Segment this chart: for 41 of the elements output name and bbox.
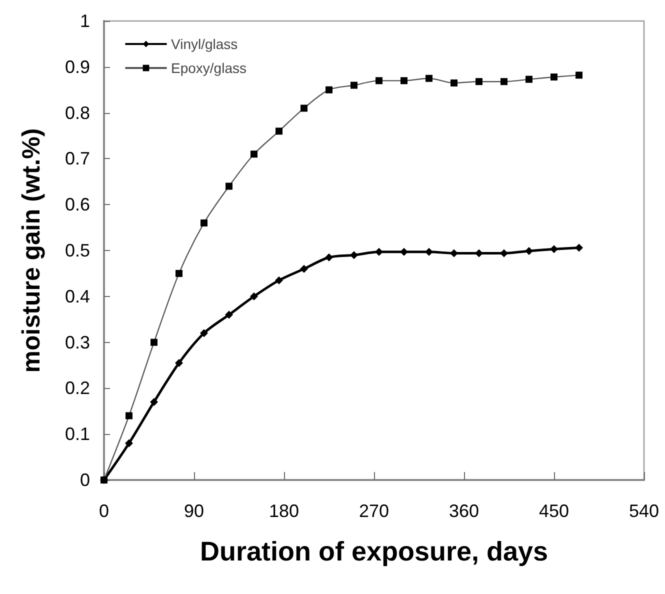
point xyxy=(525,246,533,255)
point xyxy=(375,248,383,256)
y-tick-label: 0.4 xyxy=(64,286,90,306)
y-tick-label: 0.6 xyxy=(64,194,90,215)
point xyxy=(300,264,308,273)
point xyxy=(550,245,558,254)
point xyxy=(325,253,333,262)
point xyxy=(275,276,283,284)
point xyxy=(575,244,583,252)
point xyxy=(250,292,258,300)
point xyxy=(350,251,358,260)
point xyxy=(450,249,458,258)
point xyxy=(175,358,183,367)
point xyxy=(125,439,133,448)
x-tick-label: 270 xyxy=(358,501,390,521)
legend-label: Vinyl/glass xyxy=(171,36,238,52)
x-tick-label: 360 xyxy=(448,501,480,521)
y-tick-label: 0.1 xyxy=(64,424,90,444)
y-tick-label: 0.7 xyxy=(64,148,90,169)
point xyxy=(225,310,233,319)
point xyxy=(475,249,483,258)
x-tick-label: 0 xyxy=(98,501,110,521)
x-tick-label: 90 xyxy=(184,501,204,521)
point xyxy=(500,249,508,258)
legend-label: Epoxy/glass xyxy=(171,60,246,76)
point xyxy=(200,329,208,338)
y-tick-label: 0.3 xyxy=(64,332,90,352)
y-tick-label: 0.2 xyxy=(64,378,90,398)
point xyxy=(425,248,433,256)
point xyxy=(400,248,408,256)
y-tick-label: 0.9 xyxy=(64,56,90,77)
y-tick-label: 0 xyxy=(80,470,90,490)
y-tick-label: 1 xyxy=(80,11,90,31)
point xyxy=(150,398,158,406)
x-tick-label: 450 xyxy=(538,501,570,521)
x-tick-label: 180 xyxy=(268,501,300,521)
y-axis-title: moisture gain (wt.%) xyxy=(18,128,46,373)
y-tick-label: 0.8 xyxy=(64,102,90,123)
x-tick-label: 540 xyxy=(628,501,660,521)
y-tick-label: 0.5 xyxy=(64,240,90,260)
x-axis-title: Duration of exposure, days xyxy=(200,536,548,566)
